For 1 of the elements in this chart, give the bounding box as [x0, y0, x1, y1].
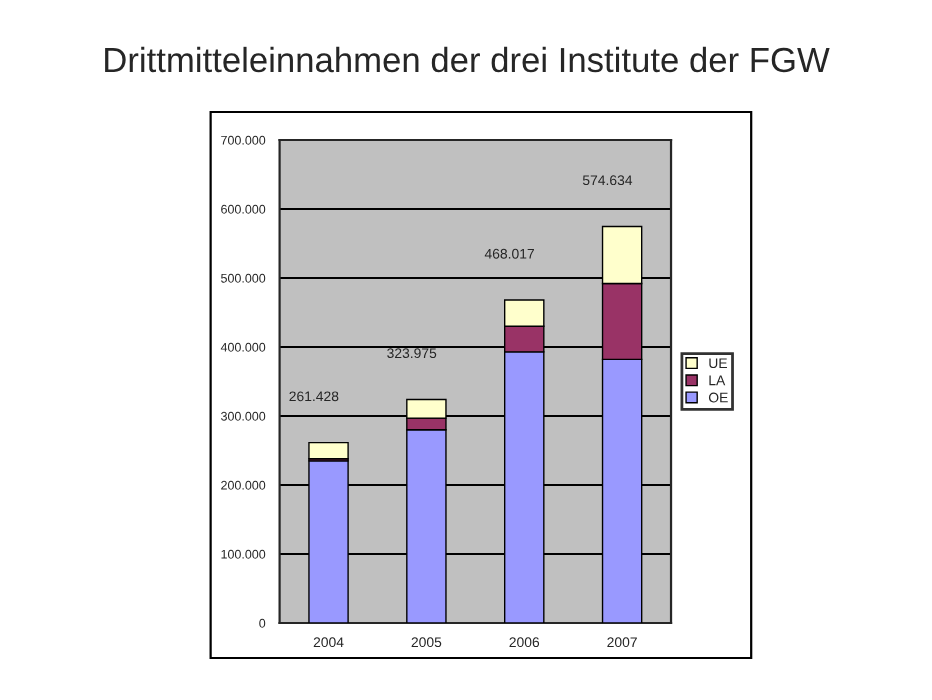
- chart-title: Drittmitteleinnahmen der drei Institute der FGW: [105, 46, 830, 73]
